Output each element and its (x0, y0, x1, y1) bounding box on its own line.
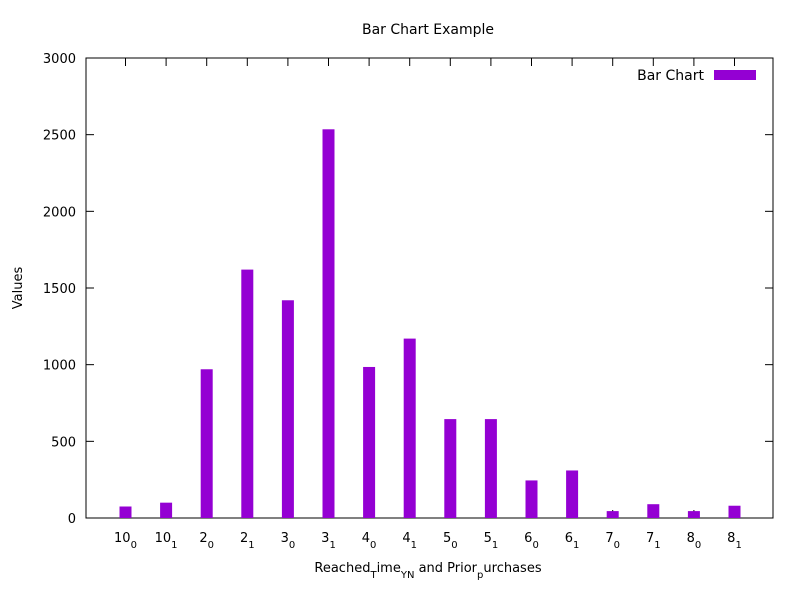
x-tick-label: 51 (484, 531, 499, 551)
bar (241, 269, 254, 518)
x-tick-label: 70 (605, 531, 620, 551)
chart-title: Bar Chart Example (362, 22, 494, 38)
y-tick-label: 0 (68, 512, 76, 527)
x-tick-label: 41 (402, 531, 417, 551)
legend-label: Bar Chart (637, 68, 704, 84)
y-tick-label: 1500 (43, 282, 76, 297)
plot-frame (85, 57, 774, 519)
x-tick-label: 60 (524, 531, 539, 551)
bar (200, 369, 213, 518)
x-tick-label: 40 (362, 531, 377, 551)
x-tick-label: 31 (321, 531, 336, 551)
y-tick-label: 2500 (43, 129, 76, 144)
bar (566, 470, 579, 518)
bar (363, 366, 376, 518)
bar (403, 338, 416, 518)
y-axis-label: Values (11, 267, 26, 310)
x-tick-label: 80 (687, 531, 702, 551)
y-tick-label: 1000 (43, 359, 76, 374)
bar (525, 480, 538, 518)
x-tick-label: 50 (443, 531, 458, 551)
bar (728, 505, 741, 518)
legend-swatch (714, 70, 756, 80)
x-tick-label: 81 (727, 531, 742, 551)
bar (281, 300, 294, 518)
x-tick-label: 20 (199, 531, 214, 551)
bar (606, 511, 619, 518)
x-tick-label: 101 (155, 531, 178, 551)
bar (687, 511, 700, 518)
bar (444, 419, 457, 518)
y-tick-label: 2000 (43, 205, 76, 220)
bar (160, 502, 173, 518)
bar (119, 506, 132, 518)
x-axis-label: ReachedTimeYN and Priorpurchases (314, 561, 541, 581)
y-tick-label: 500 (51, 435, 76, 450)
x-tick-label: 71 (646, 531, 661, 551)
bar (484, 419, 497, 518)
x-tick-label: 61 (565, 531, 580, 551)
x-tick-label: 100 (114, 531, 137, 551)
y-tick-label: 3000 (43, 52, 76, 67)
x-tick-label: 21 (240, 531, 255, 551)
bar (322, 129, 335, 519)
x-tick-label: 30 (281, 531, 296, 551)
bar (647, 504, 660, 518)
